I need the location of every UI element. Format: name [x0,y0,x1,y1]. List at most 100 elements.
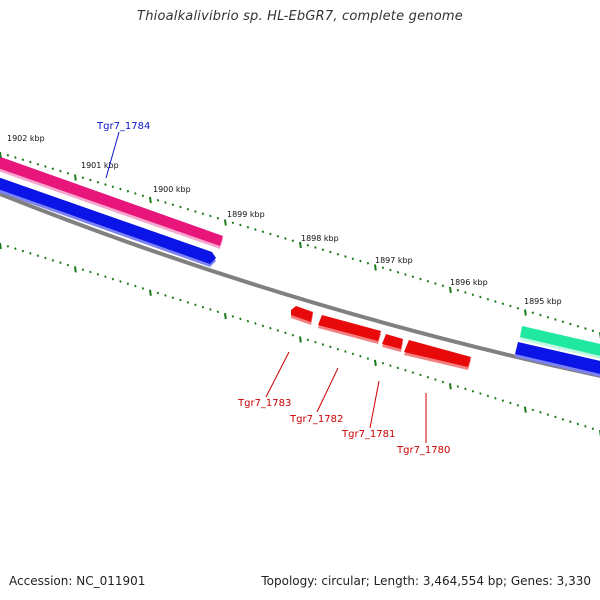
gene-arrow-blue-left [0,177,216,264]
bottom-ruler-tick [434,378,437,381]
bottom-ruler-tick [141,287,145,290]
bottom-ruler-tick [81,268,85,272]
top-ruler-tick [561,320,565,324]
top-ruler-tick [96,180,100,184]
leader-line-tgr7-1783 [265,351,290,398]
top-ruler-tick [126,189,130,193]
top-ruler-tick [254,228,257,231]
top-ruler-tick [134,192,137,195]
bottom-ruler-tick [164,294,167,297]
bottom-ruler-tick [524,406,527,413]
bottom-ruler-tick [239,317,242,321]
bottom-ruler-tick [366,357,370,360]
ruler-label-1901: 1901 kbp [81,161,119,170]
top-ruler-tick [119,187,122,191]
top-ruler-tick [381,266,385,270]
bottom-ruler-tick [479,392,482,395]
top-ruler-tick [6,153,10,157]
top-ruler-tick [336,252,340,256]
ruler-label-1898: 1898 kbp [301,234,339,243]
top-ruler-tick [449,286,452,294]
bottom-ruler-tick [321,343,325,346]
top-ruler-tick [194,210,197,213]
top-ruler-tick [276,234,280,238]
bottom-ruler-tick [171,296,175,300]
top-ruler-tick [584,327,587,330]
bottom-ruler-tick [539,410,542,414]
gene-arrow-red-1781 [382,334,403,349]
ruler-label-1896: 1896 kbp [450,278,488,287]
top-ruler-tick [321,248,325,252]
top-ruler-tick [179,205,182,209]
top-ruler-tick [576,324,580,328]
bottom-ruler-tick [269,326,272,330]
bottom-ruler-tick [426,375,430,379]
top-ruler-tick [231,221,235,225]
top-ruler-tick [494,300,497,303]
top-ruler-tick [141,194,145,198]
leader-line-tgr7-1782 [316,367,339,413]
top-ruler-tick [314,246,317,249]
bottom-ruler-tick [194,303,197,307]
gene-arrow-red-1780 [404,340,471,367]
gene-arrow-pink [0,156,223,246]
top-ruler-tick [51,167,55,171]
top-ruler-tick [539,313,542,317]
top-ruler-tick [186,207,190,211]
top-ruler-tick [344,255,347,258]
bottom-ruler-tick [261,324,265,328]
bottom-ruler-tick [276,329,280,332]
bottom-ruler-tick [51,259,55,262]
top-ruler-tick [209,214,212,218]
gene-arrow-red-1782 [318,315,381,341]
ruler-label-1895: 1895 kbp [524,297,562,306]
bottom-ruler-tick [554,415,557,419]
top-ruler-tick [434,282,437,285]
bottom-ruler-tick [216,310,220,314]
bottom-ruler-tick [591,427,595,430]
gene-label-tgr7-1780: Tgr7_1780 [396,445,450,456]
top-ruler-tick [284,237,287,240]
top-ruler-tick [501,302,505,306]
top-ruler-tick [359,259,362,263]
top-ruler-tick [104,183,107,186]
bottom-ruler-tick [374,359,377,367]
gene-label-tgr7-1784: Tgr7_1784 [96,121,150,132]
gene-arrow-blue-right [515,342,600,374]
bottom-ruler-tick [306,338,310,342]
top-ruler-tick [21,158,25,162]
top-ruler-tick [351,257,355,261]
top-ruler-tick [74,174,77,181]
bottom-ruler-tick [449,383,452,390]
bottom-ruler-tick [419,373,422,377]
top-ruler-tick [216,216,220,220]
top-ruler-tick [486,297,490,301]
bottom-ruler-tick [224,312,227,320]
bottom-ruler-tick [89,270,92,274]
topology-text: Topology: circular; Length: 3,464,554 bp… [261,574,591,588]
bottom-ruler-tick [66,263,70,267]
bottom-ruler-tick [29,252,32,255]
bottom-ruler-tick [516,403,520,407]
bottom-ruler-tick [231,315,235,318]
bottom-ruler-tick [14,247,17,251]
bottom-ruler-tick [44,256,47,260]
top-ruler-tick [509,304,512,308]
top-ruler-tick [464,291,467,294]
top-ruler-tick [389,268,392,272]
bottom-ruler-tick [201,305,205,309]
top-ruler-tick [81,176,85,180]
bottom-ruler-tick [359,354,362,358]
bottom-ruler-tick [6,245,10,248]
top-ruler-tick [111,185,115,189]
bottom-ruler-tick [576,422,580,426]
top-ruler-tick [89,178,92,182]
bottom-ruler-tick [156,291,160,295]
bottom-ruler-tick [149,289,152,296]
top-ruler-tick [569,322,572,326]
bottom-ruler-tick [344,350,347,353]
top-ruler-tick [0,151,2,159]
accession-text: Accession: NC_011901 [9,574,146,588]
top-ruler-tick [29,160,32,164]
